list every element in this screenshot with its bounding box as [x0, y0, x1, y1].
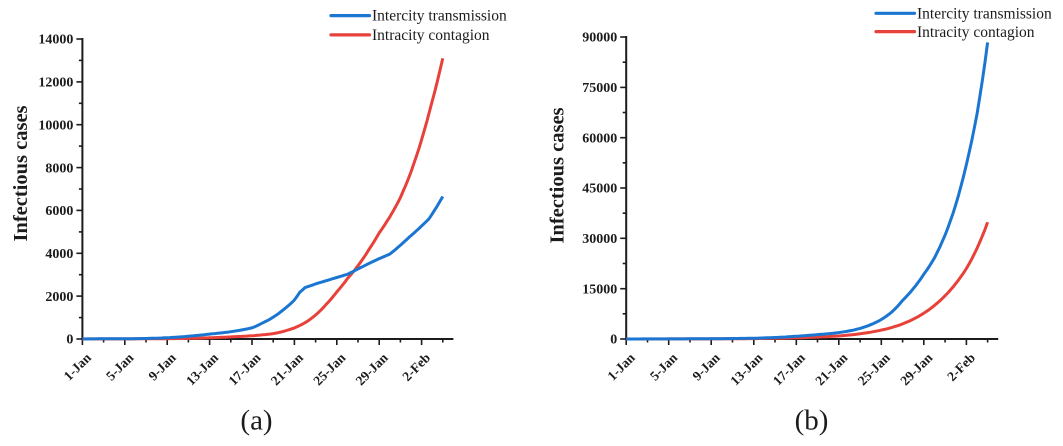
svg-text:Intracity contagion: Intracity contagion	[372, 27, 490, 44]
svg-text:14000: 14000	[38, 33, 73, 48]
svg-text:Infectious cases: Infectious cases	[10, 105, 32, 241]
svg-text:15000: 15000	[582, 282, 617, 297]
svg-text:(a): (a)	[240, 405, 272, 437]
svg-text:12000: 12000	[38, 76, 73, 91]
svg-text:45000: 45000	[582, 182, 617, 197]
svg-text:60000: 60000	[582, 131, 617, 146]
svg-text:0: 0	[610, 333, 617, 348]
svg-text:Intercity transmission: Intercity transmission	[372, 8, 507, 25]
svg-text:75000: 75000	[582, 81, 617, 96]
svg-text:90000: 90000	[582, 31, 617, 46]
svg-text:(b): (b)	[795, 405, 829, 437]
svg-text:Intercity transmission: Intercity transmission	[917, 5, 1052, 22]
svg-text:4000: 4000	[45, 247, 73, 262]
svg-text:30000: 30000	[582, 232, 617, 247]
svg-text:8000: 8000	[45, 161, 73, 176]
svg-text:Infectious cases: Infectious cases	[547, 107, 569, 243]
svg-text:0: 0	[66, 333, 73, 348]
svg-text:6000: 6000	[45, 204, 73, 219]
svg-text:2000: 2000	[45, 290, 73, 305]
svg-text:Intracity contagion: Intracity contagion	[917, 24, 1035, 41]
svg-text:10000: 10000	[38, 118, 73, 133]
